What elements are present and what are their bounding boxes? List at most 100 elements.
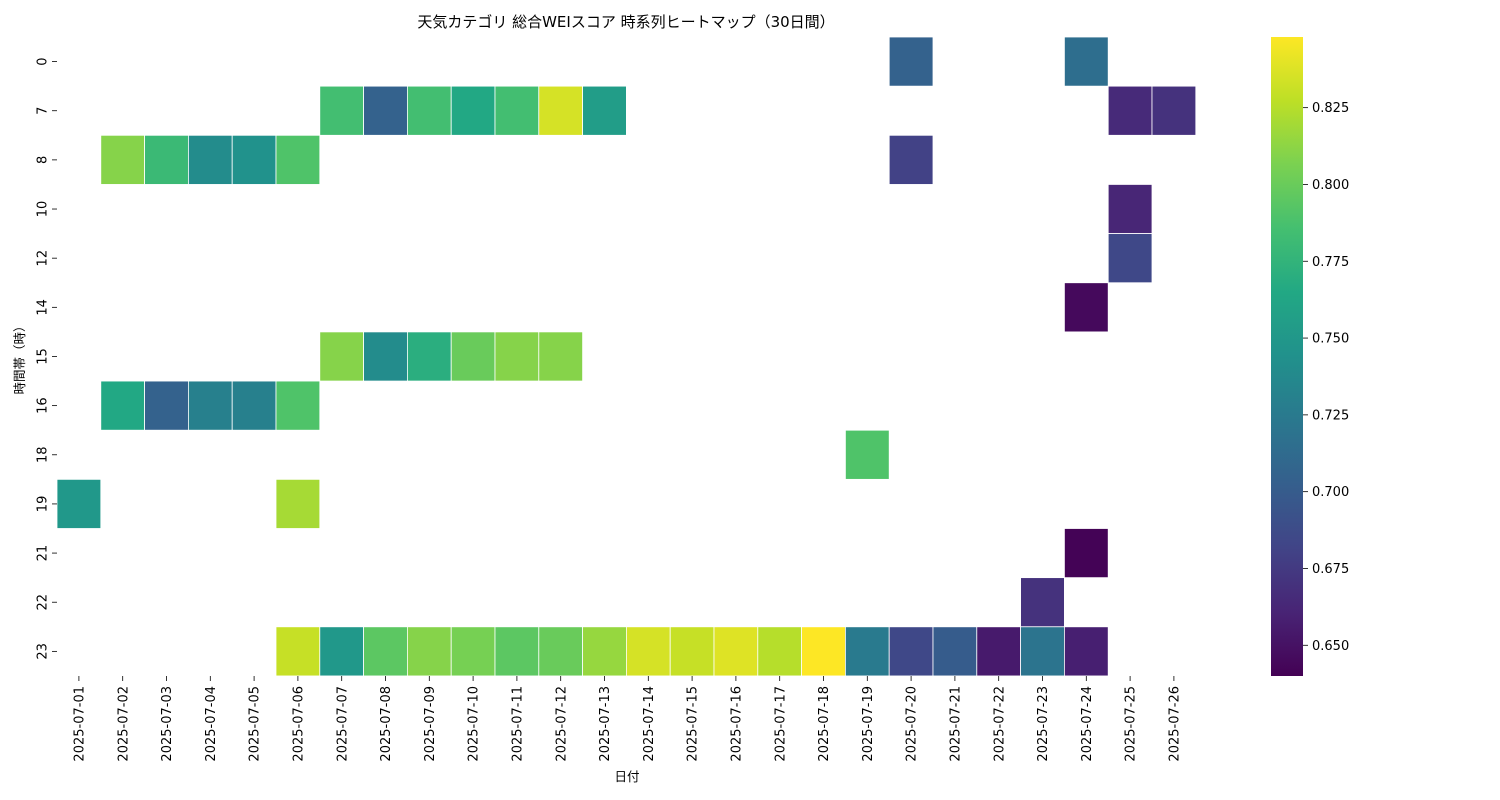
x-tick-label: 2025-07-07: [335, 686, 350, 762]
heatmap-cell: [450, 85, 496, 136]
heatmap-cell: [976, 626, 1021, 677]
heatmap-cell: [626, 626, 671, 677]
y-tick-label: 22: [36, 594, 51, 611]
x-axis-ticks: 2025-07-01 2025-07-02 2025-07-03 2025-07-04…: [72, 676, 1182, 762]
x-tick-label: 2025-07-23: [1036, 686, 1051, 762]
heatmap-cell: [406, 626, 452, 677]
heatmap-cell: [669, 626, 715, 677]
heatmap-cell: [582, 85, 627, 136]
heatmap-cell: [144, 380, 189, 431]
x-tick-label: 2025-07-12: [554, 686, 569, 762]
heatmap-cell: [1064, 626, 1109, 677]
x-tick-label: 2025-07-21: [948, 686, 963, 762]
heatmap-cell: [187, 134, 233, 185]
x-tick-label: 2025-07-22: [992, 686, 1007, 762]
heatmap-cell: [319, 331, 364, 382]
x-tick-label: 2025-07-05: [248, 686, 263, 762]
y-tick-label: 16: [36, 397, 51, 414]
heatmap-cell: [1151, 85, 1197, 136]
heatmap-cell: [1064, 528, 1109, 579]
heatmap-cell: [363, 331, 408, 382]
heatmap-cell: [187, 380, 233, 431]
colorbar-tick-label: 0.800: [1312, 178, 1349, 193]
y-tick-label: 10: [36, 201, 51, 218]
heatmap-cell: [319, 85, 364, 136]
x-tick-label: 2025-07-11: [510, 686, 525, 762]
x-tick-label: 2025-07-24: [1080, 686, 1095, 762]
x-tick-label: 2025-07-17: [773, 686, 788, 762]
colorbar: 0.650 0.675 0.700 0.725 0.750 0.775 0.800 0.825: [1271, 37, 1349, 676]
heatmap-cell: [100, 134, 146, 185]
x-tick-label: 2025-07-16: [729, 686, 744, 762]
colorbar-tick-label: 0.825: [1312, 101, 1349, 116]
x-tick-label: 2025-07-06: [291, 686, 306, 762]
chart-title: 天気カテゴリ 総合WEIスコア 時系列ヒートマップ（30日間）: [417, 13, 834, 31]
heatmap-cell: [582, 626, 627, 677]
colorbar-gradient: [1271, 37, 1303, 676]
x-tick-label: 2025-07-02: [116, 686, 131, 762]
y-tick-label: 8: [36, 156, 51, 164]
y-axis-label: 時間帯（時）: [12, 319, 27, 394]
y-tick-label: 12: [36, 250, 51, 267]
heatmap-cell: [275, 626, 321, 677]
heatmap-cell: [1064, 36, 1109, 87]
heatmap-cell: [450, 331, 496, 382]
heatmap-cell: [100, 380, 146, 431]
heatmap-cells: [56, 36, 1197, 677]
heatmap-cell: [1064, 282, 1109, 333]
colorbar-tick-label: 0.650: [1312, 639, 1349, 654]
heatmap-cell: [363, 85, 408, 136]
x-tick-label: 2025-07-26: [1167, 686, 1182, 762]
x-tick-label: 2025-07-15: [686, 686, 701, 762]
x-tick-label: 2025-07-19: [861, 686, 876, 762]
colorbar-tick-label: 0.725: [1312, 408, 1349, 423]
y-tick-label: 0: [36, 57, 51, 65]
heatmap-cell: [406, 85, 452, 136]
heatmap-cell: [801, 626, 846, 677]
heatmap-cell: [1107, 233, 1153, 284]
heatmap-cell: [932, 626, 978, 677]
heatmap-cell: [231, 380, 277, 431]
x-tick-label: 2025-07-04: [204, 686, 219, 762]
y-tick-label: 18: [36, 447, 51, 464]
heatmap-cell: [1107, 85, 1153, 136]
heatmap-cell: [538, 331, 583, 382]
heatmap-cell: [888, 626, 934, 677]
heatmap-cell: [231, 134, 277, 185]
heatmap-cell: [713, 626, 759, 677]
heatmap-cell: [494, 331, 540, 382]
y-tick-label: 19: [36, 496, 51, 513]
y-tick-label: 23: [36, 643, 51, 660]
heatmap-cell: [319, 626, 364, 677]
heatmap-cell: [363, 626, 408, 677]
heatmap-cell: [275, 478, 321, 529]
heatmap-cell: [406, 331, 452, 382]
heatmap-cell: [450, 626, 496, 677]
heatmap-cell: [757, 626, 802, 677]
heatmap-cell: [1020, 577, 1065, 628]
colorbar-tick-label: 0.750: [1312, 332, 1349, 347]
x-tick-label: 2025-07-14: [642, 686, 657, 762]
heatmap-cell: [1020, 626, 1065, 677]
heatmap-cell: [888, 134, 934, 185]
y-axis-ticks: 0 7 8 10 12 14 15 16 18 19 21 22 23: [36, 57, 57, 660]
heatmap-cell: [888, 36, 934, 87]
heatmap-cell: [275, 380, 321, 431]
heatmap-cell: [494, 85, 540, 136]
x-tick-label: 2025-07-09: [423, 686, 438, 762]
colorbar-tick-label: 0.775: [1312, 255, 1349, 270]
y-tick-label: 15: [36, 348, 51, 365]
y-tick-label: 7: [36, 107, 51, 115]
x-tick-label: 2025-07-08: [379, 686, 394, 762]
colorbar-tick-label: 0.700: [1312, 485, 1349, 500]
heatmap-cell: [845, 626, 890, 677]
heatmap-cell: [494, 626, 540, 677]
heatmap-cell: [144, 134, 189, 185]
x-tick-label: 2025-07-03: [160, 686, 175, 762]
x-tick-label: 2025-07-20: [905, 686, 920, 762]
y-tick-label: 14: [36, 299, 51, 316]
colorbar-tick-label: 0.675: [1312, 562, 1349, 577]
x-tick-label: 2025-07-13: [598, 686, 613, 762]
x-tick-label: 2025-07-25: [1124, 686, 1139, 762]
